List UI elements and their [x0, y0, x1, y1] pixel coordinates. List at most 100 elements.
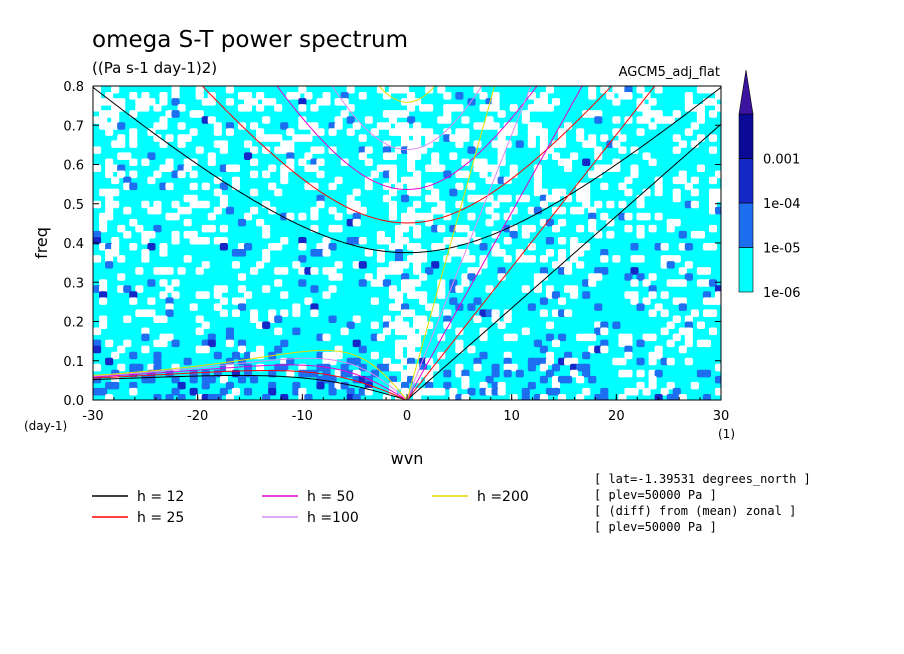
field-cell-high: [479, 351, 488, 360]
field-cell-low: [461, 224, 470, 233]
field-cell-high: [702, 291, 712, 299]
field-cell-low: [690, 176, 699, 185]
field-cell-low: [714, 363, 721, 372]
field-cell-low: [388, 164, 398, 173]
field-cell-high: [292, 327, 301, 336]
field-cell-low: [612, 128, 621, 136]
field-cell-low: [618, 134, 627, 142]
field-cell-low: [497, 387, 506, 396]
field-cell-low: [684, 333, 693, 342]
field-cell-high: [612, 321, 621, 330]
field-cell-low: [407, 104, 416, 112]
field-cell-high: [654, 369, 663, 378]
field-cell-low: [473, 86, 482, 94]
field-cell-high: [545, 369, 555, 378]
field-cell-low: [600, 327, 609, 336]
field-cell-low: [696, 321, 705, 330]
field-cell-low: [539, 200, 548, 209]
field-cell-low: [129, 128, 138, 136]
field-cell-high: [425, 267, 434, 275]
field-cell-low: [503, 351, 512, 360]
field-cell-low: [268, 309, 277, 317]
field-cell-low: [666, 224, 675, 233]
field-cell-low: [177, 170, 186, 179]
field-cell-low: [322, 92, 331, 100]
field-cell-low: [642, 279, 651, 287]
field-cell-low: [213, 176, 222, 185]
field-cell-low: [298, 212, 307, 221]
field-cell-low: [666, 321, 675, 330]
field-cell-high: [630, 267, 639, 275]
field-cell-low: [714, 387, 721, 396]
y-tick-label: 0.3: [63, 276, 84, 291]
field-cell-low: [213, 188, 222, 197]
field-cell-high: [564, 375, 573, 384]
field-cell-low: [129, 218, 138, 227]
field-cell-low: [443, 255, 452, 263]
field-cell-low: [183, 255, 192, 263]
field-cell-low: [413, 339, 422, 348]
field-cell-low: [461, 393, 470, 400]
field-cell-high: [268, 387, 277, 396]
field-cell-low: [491, 92, 500, 100]
field-cell-low: [413, 243, 422, 251]
field-cell-low: [256, 261, 265, 269]
field-cell-high: [588, 375, 597, 384]
field-cell-high: [93, 339, 102, 348]
field-cell-low: [147, 309, 156, 317]
field-cell-high: [298, 98, 307, 106]
field-cell-low: [491, 200, 500, 209]
field-cell-low: [141, 255, 150, 263]
field-cell-low: [231, 164, 241, 173]
field-cell-low: [280, 291, 289, 299]
field-cell-low: [213, 122, 222, 130]
field-cell-low: [473, 363, 482, 372]
y-tick-label: 0.6: [63, 159, 84, 174]
field-cell-low: [225, 339, 234, 348]
field-cell-low: [400, 122, 410, 130]
field-cell-high: [183, 357, 192, 366]
field-cell-low: [570, 291, 579, 299]
axes: -30 -20 -10 0 10 20 30 0.0 0.1 0.2 0.3 0.4 0.5 0.6 0.7…: [63, 80, 729, 424]
field-cell-low: [539, 363, 548, 372]
field-cell-high: [171, 110, 180, 118]
field-cell-low: [437, 206, 446, 215]
field-cell-low: [413, 267, 422, 275]
field-cell-low: [576, 128, 585, 136]
y-tick-label: 0.4: [63, 237, 84, 252]
field-cell-high: [449, 297, 458, 305]
field-cell-low: [557, 140, 567, 148]
x-tick-label: -30: [82, 409, 103, 424]
x-tick-label: -10: [292, 409, 313, 424]
field-cell-low: [551, 339, 561, 348]
rossby-wave-curve: [93, 349, 408, 400]
field-cell-low: [455, 363, 464, 372]
field-cell-high: [473, 297, 482, 305]
field-cell-low: [521, 327, 530, 336]
field-cell-high: [564, 351, 573, 360]
field-cell-low: [346, 128, 355, 136]
field-cell-low: [352, 315, 361, 324]
field-cell-low: [111, 116, 120, 124]
field-cell-low: [159, 116, 168, 124]
field-cell-high: [527, 363, 536, 372]
field-cell-high: [557, 333, 567, 342]
field-cell-low: [316, 200, 325, 209]
field-cell-high: [177, 393, 186, 400]
field-cell-low: [594, 273, 603, 281]
field-cell-low: [551, 194, 561, 203]
field-cell-low: [545, 249, 555, 257]
field-cell-low: [105, 255, 114, 263]
field-cell-low: [388, 188, 398, 197]
field-cell-low: [268, 182, 277, 191]
field-cell-high: [358, 345, 367, 354]
field-cell-high: [171, 98, 180, 106]
field-cell-low: [437, 164, 446, 173]
field-cell-high: [262, 321, 271, 330]
field-cell-low: [696, 116, 705, 124]
field-cell-high: [286, 357, 295, 366]
field-cell-low: [648, 309, 657, 317]
field-cell-low: [93, 164, 102, 173]
field-cell-low: [630, 291, 639, 299]
field-cell-high: [237, 375, 247, 384]
